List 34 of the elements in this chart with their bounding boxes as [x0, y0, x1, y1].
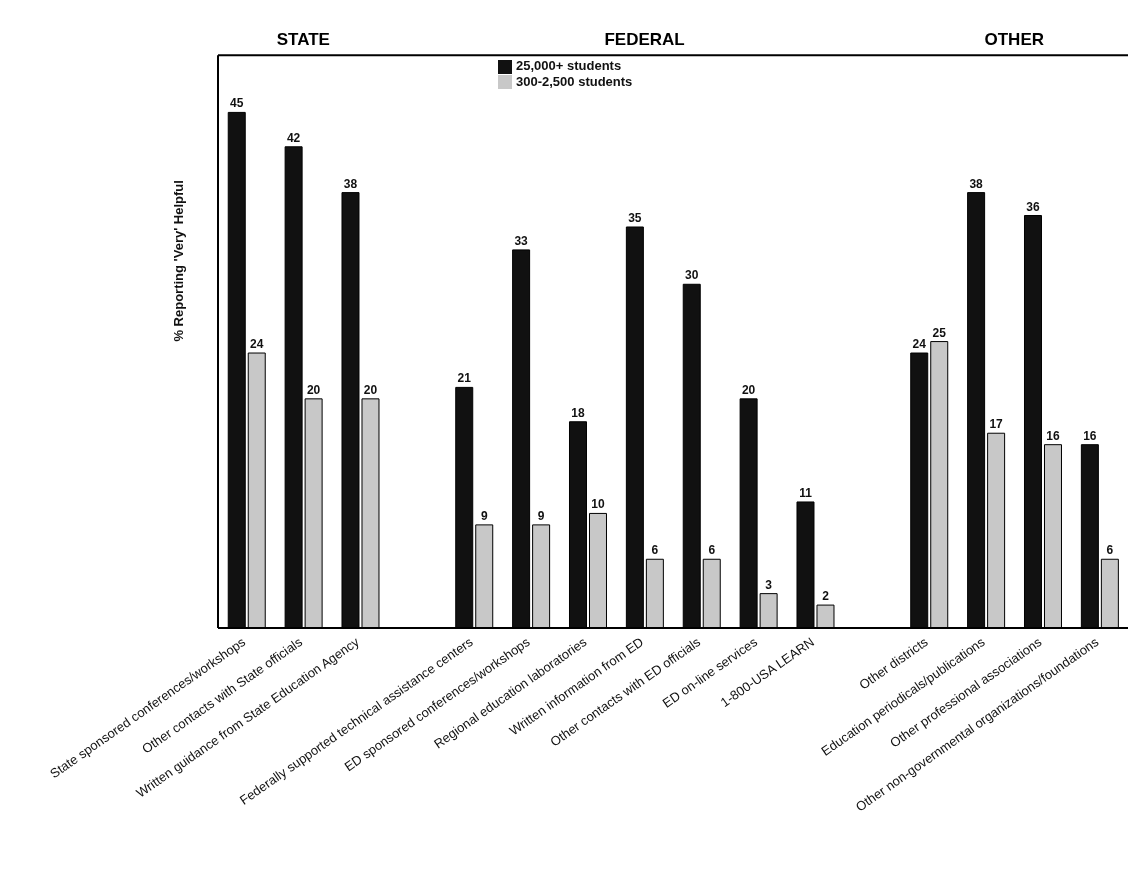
data-label: 10	[591, 497, 605, 512]
data-label: 9	[480, 508, 488, 523]
text: OTHER	[983, 30, 1045, 50]
data-label: 9	[537, 508, 545, 523]
legend-label: 300-2,500 students	[516, 73, 633, 89]
data-label: 30	[685, 268, 699, 283]
data-label: 20	[306, 382, 321, 397]
text: FEDERAL	[603, 30, 686, 50]
text: STATE	[275, 30, 331, 50]
data-label: 38	[969, 176, 984, 191]
data-label: 6	[651, 543, 659, 558]
data-label: 24	[912, 337, 927, 352]
data-label: 33	[514, 233, 529, 248]
data-label: 6	[708, 543, 716, 558]
data-label: 18	[571, 405, 585, 420]
data-label: 38	[343, 176, 358, 191]
data-label: 6	[1106, 543, 1114, 558]
data-label: 11	[799, 485, 813, 500]
data-label: 36	[1026, 199, 1040, 214]
data-label: 16	[1083, 428, 1097, 443]
data-label: 21	[457, 371, 472, 386]
data-label: 16	[1046, 428, 1060, 443]
legend-label: 25,000+ students	[516, 58, 622, 73]
data-label: 35	[628, 210, 642, 225]
data-label: 24	[250, 337, 264, 352]
data-label: 25	[932, 325, 947, 340]
data-label: 20	[741, 382, 756, 397]
data-label: 20	[363, 382, 378, 397]
data-label: 45	[230, 96, 244, 111]
y-axis-title: % Reporting 'Very' Helpful	[170, 180, 186, 342]
data-label: 17	[989, 417, 1004, 432]
data-label: 42	[286, 130, 301, 145]
data-label: 3	[765, 577, 773, 592]
data-label: 2	[822, 589, 830, 604]
